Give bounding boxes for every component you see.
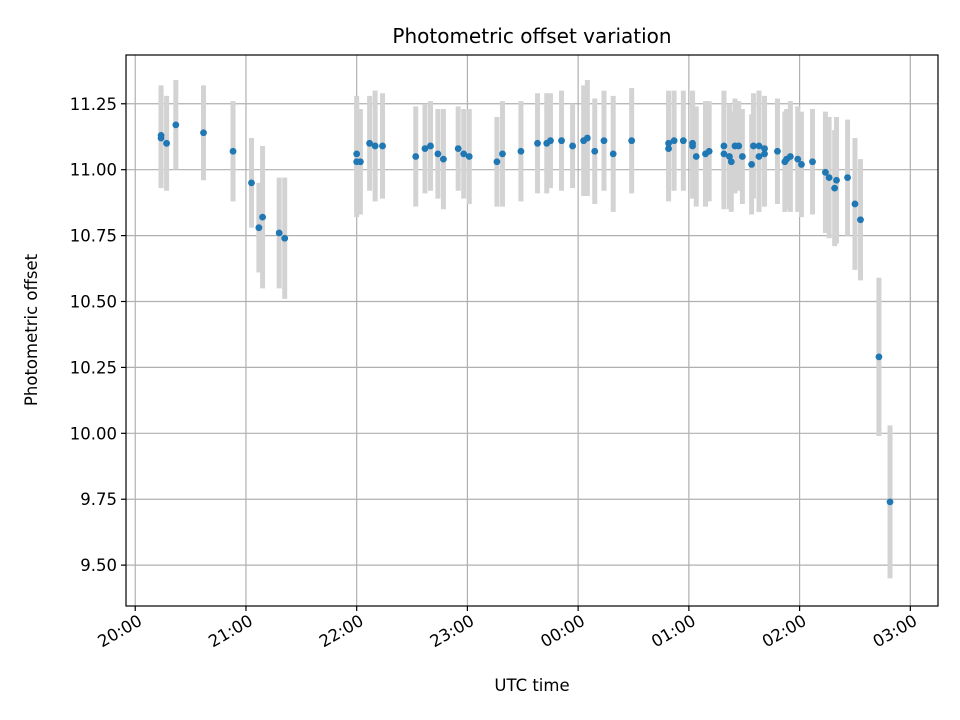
- data-point: [822, 168, 829, 176]
- data-point: [761, 145, 768, 152]
- data-point: [353, 150, 361, 158]
- data-point: [379, 142, 386, 150]
- data-point: [857, 216, 864, 224]
- data-point: [248, 179, 255, 187]
- data-point: [628, 137, 636, 145]
- data-point: [665, 139, 672, 147]
- data-point: [851, 200, 859, 208]
- y-tick-label: 11.00: [70, 161, 117, 180]
- data-point: [591, 147, 599, 155]
- data-point: [720, 142, 728, 150]
- data-point: [774, 147, 781, 155]
- data-point: [726, 153, 733, 160]
- data-point: [738, 153, 746, 160]
- chart-title: Photometric offset variation: [392, 24, 671, 48]
- data-point: [692, 153, 700, 160]
- data-point: [534, 139, 541, 147]
- data-point: [600, 137, 608, 145]
- data-point: [761, 150, 768, 158]
- data-point: [665, 145, 672, 152]
- y-tick-label: 10.00: [70, 424, 117, 443]
- data-point: [440, 155, 447, 163]
- data-point: [163, 139, 171, 147]
- data-point: [547, 137, 554, 145]
- data-point: [434, 150, 442, 158]
- data-point: [255, 224, 263, 232]
- y-tick-label: 11.25: [70, 95, 117, 114]
- data-point: [558, 137, 565, 145]
- data-point: [794, 155, 802, 163]
- data-point: [748, 161, 756, 168]
- data-point: [875, 353, 883, 361]
- data-point: [454, 145, 462, 152]
- data-point: [460, 150, 468, 158]
- data-point: [886, 498, 894, 506]
- data-point: [609, 150, 617, 158]
- data-point: [371, 142, 379, 150]
- y-tick-label: 10.25: [70, 358, 117, 377]
- data-point: [825, 174, 833, 181]
- y-tick-label: 10.50: [70, 293, 117, 312]
- data-point: [809, 158, 816, 166]
- data-point: [281, 234, 289, 242]
- data-point: [499, 150, 506, 158]
- data-points: [157, 121, 894, 506]
- y-tick-label: 9.75: [80, 490, 117, 509]
- data-point: [412, 153, 420, 160]
- data-point: [755, 153, 763, 160]
- data-point: [735, 142, 743, 150]
- data-point: [670, 137, 678, 145]
- x-axis-label: UTC time: [494, 676, 569, 695]
- data-point: [366, 139, 373, 147]
- data-point: [229, 147, 237, 155]
- plot-frame: [125, 54, 939, 607]
- data-point: [720, 150, 728, 158]
- data-point: [679, 137, 687, 145]
- data-point: [569, 142, 576, 150]
- data-point: [427, 142, 434, 150]
- data-point: [798, 161, 805, 168]
- data-point: [831, 184, 839, 192]
- y-axis-label: Photometric offset: [22, 253, 41, 406]
- data-point: [583, 134, 591, 142]
- data-point: [275, 229, 283, 237]
- data-point: [755, 142, 763, 150]
- y-tick-label: 10.75: [70, 227, 117, 246]
- data-point: [421, 145, 429, 152]
- data-point: [844, 174, 851, 181]
- data-point: [172, 121, 180, 129]
- data-point: [200, 129, 207, 137]
- data-point: [157, 132, 165, 139]
- y-tick-label: 9.50: [80, 556, 117, 575]
- data-point: [259, 213, 266, 221]
- data-point: [465, 153, 473, 160]
- data-point: [727, 158, 735, 166]
- data-point: [517, 147, 525, 155]
- data-point: [786, 153, 794, 160]
- data-point: [705, 147, 713, 155]
- data-point: [750, 142, 757, 150]
- grid: [126, 55, 938, 606]
- data-point: [356, 158, 364, 166]
- data-point: [493, 158, 501, 166]
- y-axis: 9.50 9.75 10.00 10.25 10.50 10.75 11.00 11.25: [70, 95, 126, 575]
- data-point: [833, 176, 840, 184]
- data-point: [689, 139, 696, 147]
